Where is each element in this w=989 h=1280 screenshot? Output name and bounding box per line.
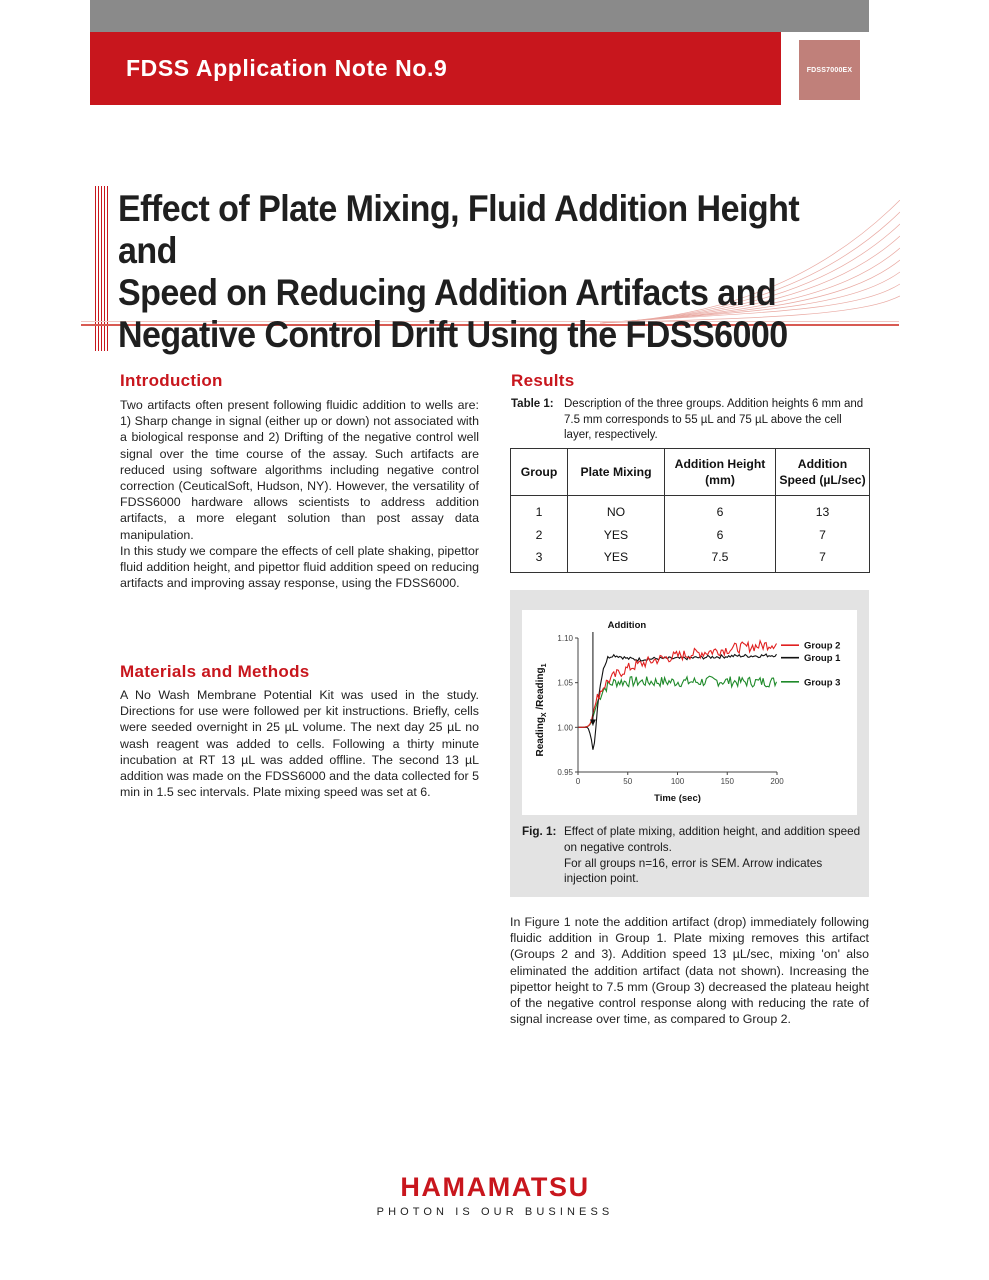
y-tick-label: 1.00: [557, 723, 573, 732]
figure-caption-line: For all groups n=16, error is SEM. Arrow…: [564, 856, 823, 886]
figure-caption-text: Effect of plate mixing, addition height,…: [564, 824, 862, 887]
figure-panel: 0.95 1.00 1.05 1.10 0 50 100 150 200 Time (sec) Re…: [510, 590, 869, 897]
figure-caption: Fig. 1: Effect of plate mixing, addition…: [522, 824, 862, 887]
logo-wordmark: HAMAMATSU: [400, 1172, 590, 1202]
legend-label: Group 2: [804, 641, 840, 652]
x-axis-label: Time (sec): [654, 793, 701, 804]
introduction-text: Two artifacts often present following fl…: [120, 397, 479, 591]
addition-annotation: Addition: [608, 620, 647, 631]
document-title: Effect of Plate Mixing, Fluid Addition H…: [118, 188, 817, 356]
methods-heading: Materials and Methods: [120, 662, 310, 681]
application-note-title: FDSS Application Note No.9: [126, 55, 448, 81]
y-axis-label-part: Reading: [535, 717, 546, 756]
y-axis-label-part: /Reading: [535, 667, 546, 712]
product-badge: FDSS7000EX: [799, 40, 860, 100]
y-axis-label-subscript: 1: [541, 663, 548, 667]
legend-label: Group 3: [804, 677, 840, 688]
table-caption-text: Description of the three groups. Additio…: [564, 398, 864, 442]
title-line: Speed on Reducing Addition Artifacts and: [118, 272, 777, 313]
x-tick-label: 200: [770, 777, 784, 786]
table-cell: 6: [664, 495, 776, 524]
decorative-vertical-lines: [95, 186, 111, 351]
hamamatsu-logo: HAMAMATSU PHOTON IS OUR BUSINESS: [355, 1172, 635, 1218]
title-line: Effect of Plate Mixing, Fluid Addition H…: [118, 188, 800, 271]
table-label: Table 1:: [511, 398, 554, 410]
table-header-cell: Addition Height (mm): [664, 448, 776, 496]
groups-table: Group Plate Mixing Addition Height (mm) …: [510, 448, 870, 573]
results-heading: Results: [511, 371, 575, 390]
x-tick-label: 50: [623, 777, 632, 786]
table-header-cell: Plate Mixing: [567, 448, 665, 496]
legend-label: Group 1: [804, 653, 841, 664]
table-cell: 13: [775, 495, 870, 524]
table-cell: 6: [664, 523, 776, 546]
introduction-heading: Introduction: [120, 371, 223, 390]
header-gray-band: [90, 0, 869, 32]
table-row: 1 NO 6 13: [510, 495, 870, 524]
introduction-paragraph: Two artifacts often present following fl…: [120, 398, 479, 542]
figure-label: Fig. 1:: [522, 825, 557, 838]
introduction-paragraph: In this study we compare the effects of …: [120, 543, 479, 591]
table-cell: 7.5: [664, 546, 776, 573]
y-axis-label: ReadingX /Reading1: [535, 663, 548, 756]
y-tick-label: 1.05: [557, 679, 573, 688]
table-cell: YES: [567, 546, 665, 573]
addition-arrowhead: [589, 719, 596, 726]
title-line: Negative Control Drift Using the FDSS600…: [118, 314, 788, 355]
table-header-cell: Addition Speed (µL/sec): [775, 448, 870, 496]
x-tick-label: 100: [671, 777, 685, 786]
line-chart: 0.95 1.00 1.05 1.10 0 50 100 150 200 Time (sec) Re…: [522, 610, 857, 815]
table-cell: 2: [510, 523, 568, 546]
table-caption: Table 1: Description of the three groups…: [511, 397, 870, 444]
table-cell: 7: [775, 523, 870, 546]
table-cell: YES: [567, 523, 665, 546]
table-cell: 7: [775, 546, 870, 573]
table-header-row: Group Plate Mixing Addition Height (mm) …: [510, 448, 870, 496]
header-red-band: FDSS Application Note No.9: [90, 32, 781, 105]
y-axis-label-subscript: X: [541, 712, 548, 717]
decorative-swoosh: [600, 200, 900, 324]
table-cell: NO: [567, 495, 665, 524]
y-tick-label: 1.10: [557, 634, 573, 643]
table-cell: 1: [510, 495, 568, 524]
x-tick-label: 150: [721, 777, 735, 786]
figure-caption-line: Effect of plate mixing, addition height,…: [564, 825, 861, 854]
results-discussion: In Figure 1 note the addition artifact (…: [510, 914, 869, 1027]
results-paragraph: In Figure 1 note the addition artifact (…: [510, 915, 869, 1027]
methods-text: A No Wash Membrane Potential Kit was use…: [120, 687, 479, 800]
x-tick-label: 0: [576, 777, 581, 786]
series-line-group-2: [578, 638, 777, 728]
series-line-group-3: [578, 675, 778, 728]
methods-paragraph: A No Wash Membrane Potential Kit was use…: [120, 688, 479, 800]
table-row: 2 YES 6 7: [510, 523, 870, 546]
title-underline-light: [81, 321, 899, 322]
table-header-cell: Group: [510, 448, 568, 496]
table-row: 3 YES 7.5 7: [510, 546, 870, 573]
title-underline: [81, 324, 899, 326]
series-line-group-1: [578, 653, 777, 750]
y-tick-label: 0.95: [557, 768, 573, 777]
logo-tagline: PHOTON IS OUR BUSINESS: [376, 1206, 614, 1218]
table-cell: 3: [510, 546, 568, 573]
